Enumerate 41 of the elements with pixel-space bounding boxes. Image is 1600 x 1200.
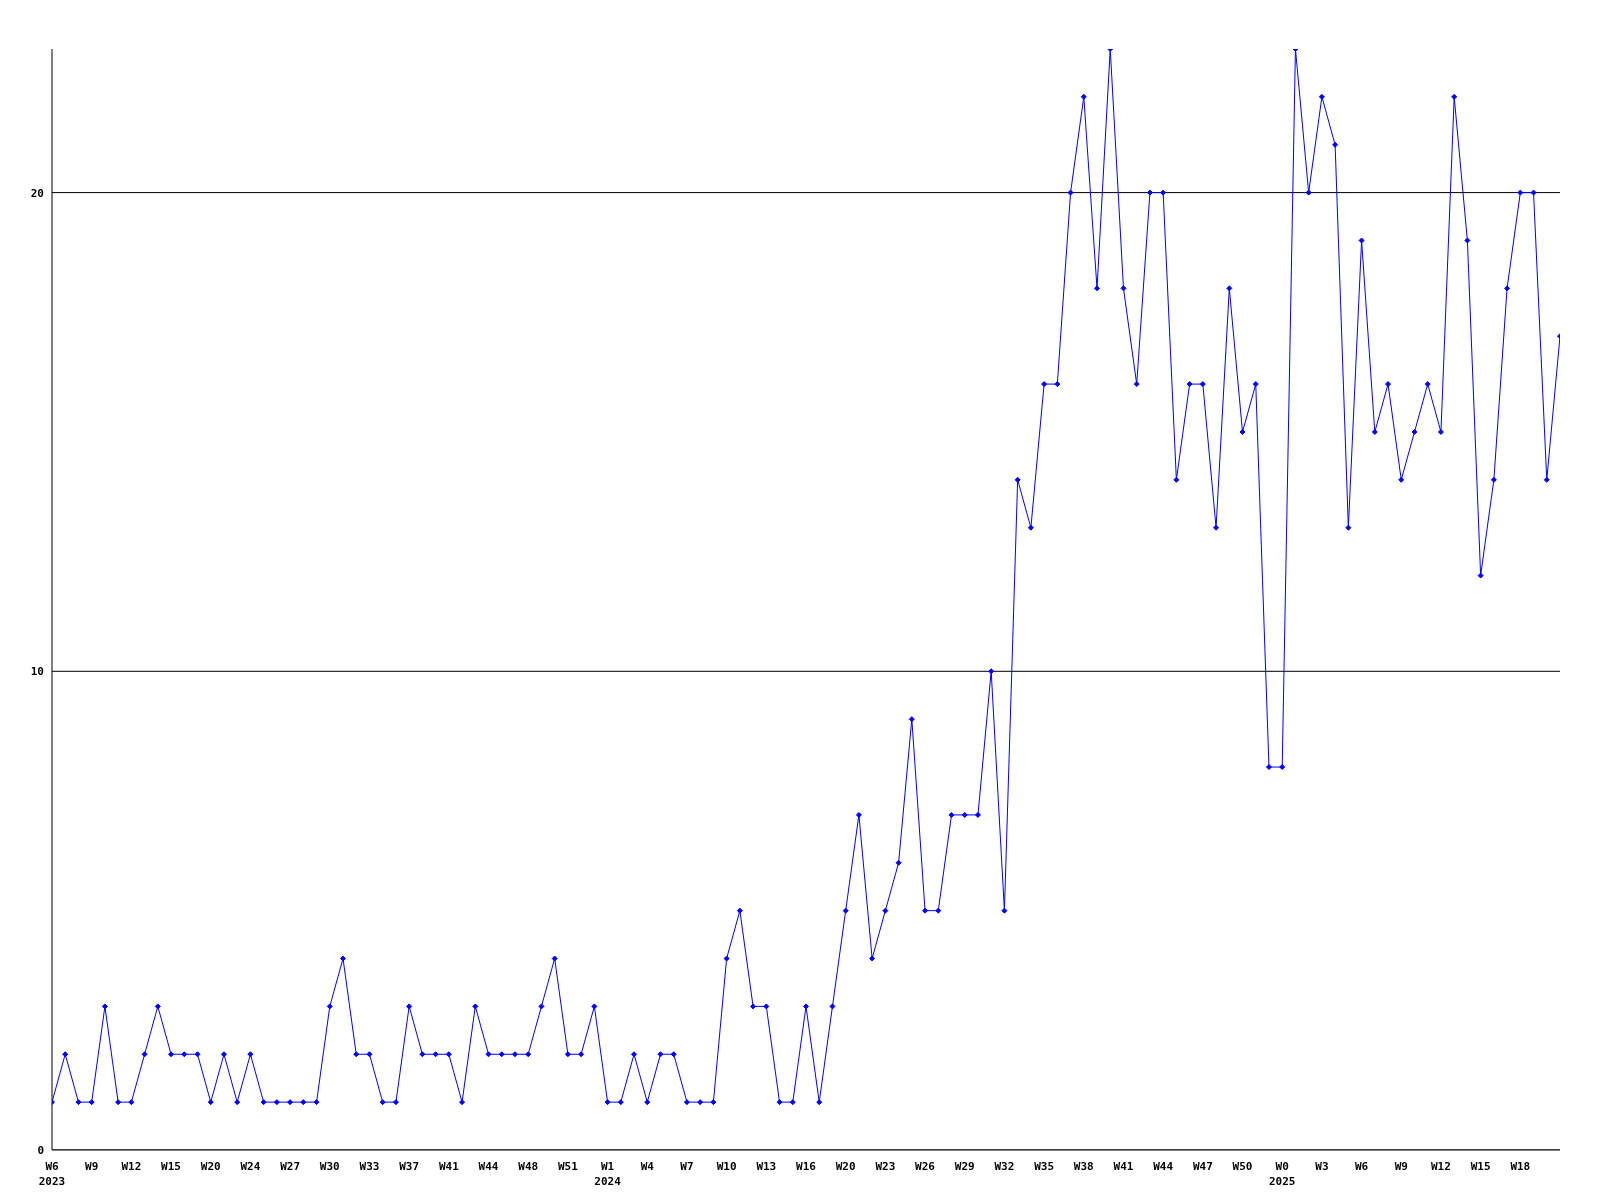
- x-tick-label: W48: [518, 1160, 539, 1173]
- x-tick-label: W13: [756, 1160, 777, 1173]
- y-tick-label: 10: [30, 665, 44, 679]
- x-tick-label: W32: [994, 1160, 1015, 1173]
- x-tick-label: W37: [399, 1160, 420, 1173]
- y-tick-label: 20: [30, 186, 44, 200]
- x-tick-label: W6 2023: [38, 1160, 66, 1188]
- x-tick-label: W41: [1113, 1160, 1134, 1173]
- x-tick-label: W41: [438, 1160, 460, 1173]
- x-tick-label: W50: [1232, 1160, 1253, 1173]
- x-tick-label: W51: [557, 1160, 579, 1173]
- x-tick-label: W16: [796, 1160, 817, 1173]
- x-tick-label: W24: [240, 1160, 261, 1173]
- x-tick-label: W15: [1470, 1160, 1491, 1173]
- x-tick-label: W47: [1192, 1160, 1213, 1173]
- x-tick-label: W3: [1315, 1160, 1329, 1173]
- x-tick-label: W38: [1073, 1160, 1094, 1173]
- x-tick-label: W23: [875, 1160, 896, 1173]
- x-tick-label: W44: [1153, 1160, 1174, 1173]
- x-tick-label: W9: [85, 1160, 99, 1173]
- x-tick-label: W35: [1034, 1160, 1055, 1173]
- x-tick-label: W15: [161, 1160, 181, 1173]
- x-tick-label: W20: [835, 1160, 856, 1173]
- x-tick-label: W12: [121, 1160, 142, 1173]
- x-tick-label: W27: [280, 1160, 301, 1173]
- y-tick-label: 0: [37, 1143, 44, 1157]
- x-tick-label: W10: [716, 1160, 737, 1173]
- x-tick-label: W7: [680, 1160, 694, 1173]
- x-tick-label: W20: [200, 1160, 221, 1173]
- x-tick-label: W6: [1354, 1160, 1369, 1173]
- x-tick-label: W29: [954, 1160, 975, 1173]
- x-tick-label: W33: [359, 1160, 380, 1173]
- x-tick-label: W26: [915, 1160, 936, 1173]
- x-tick-label: W18: [1510, 1160, 1531, 1173]
- x-tick-label: W30: [319, 1160, 340, 1173]
- x-tick-label: W44: [478, 1160, 499, 1173]
- x-tick-label: W4: [640, 1160, 655, 1173]
- x-tick-label: W12: [1431, 1160, 1451, 1173]
- x-tick-label: W1 2024: [594, 1160, 622, 1188]
- x-tick-label: W0 2025: [1268, 1160, 1296, 1188]
- x-tick-label: W9: [1394, 1160, 1408, 1173]
